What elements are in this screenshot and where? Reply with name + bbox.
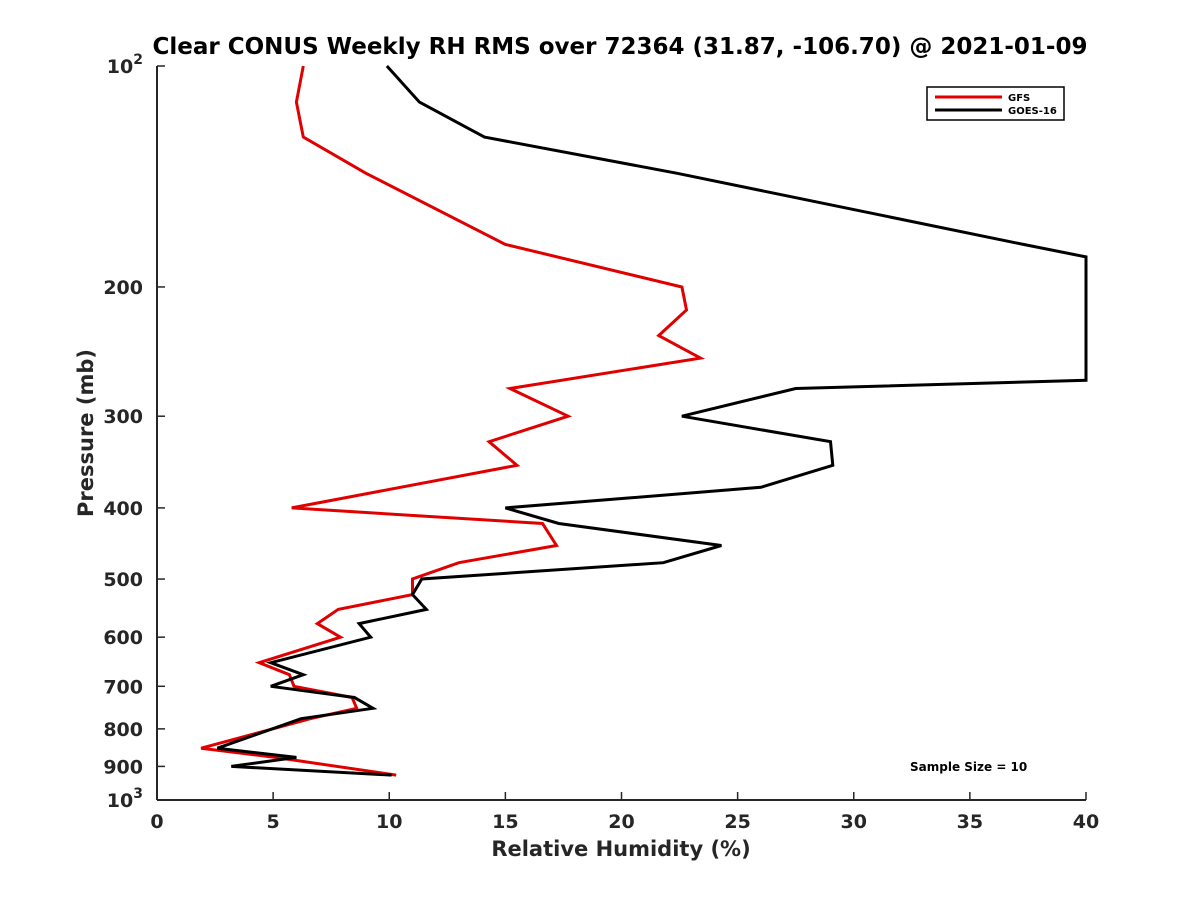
y-tick-label: 200 (103, 277, 143, 299)
x-tick-label: 35 (957, 811, 983, 833)
y-axis-label: Pressure (mb) (74, 349, 98, 517)
x-tick-label: 30 (841, 811, 867, 833)
y-tick-label: 900 (103, 756, 143, 778)
x-tick-label: 15 (492, 811, 518, 833)
y-tick-label: 300 (103, 406, 143, 428)
series-group (200, 64, 1088, 777)
legend: GFS GOES-16 (926, 86, 1065, 121)
y-tick-label: 600 (103, 627, 143, 649)
y-tick-label: 800 (103, 719, 143, 741)
x-tick-label: 10 (376, 811, 402, 833)
x-tick-label: 5 (267, 811, 280, 833)
series-line-goes-16 (216, 64, 1088, 777)
y-tick-label: 700 (103, 676, 143, 698)
y-axis-ticks: 102 200 300 400 500 600 700 800 900 103 (103, 52, 165, 812)
x-tick-label: 25 (724, 811, 750, 833)
chart-title: Clear CONUS Weekly RH RMS over 72364 (31… (153, 34, 1088, 60)
y-tick-label: 103 (107, 786, 143, 812)
x-axis-ticks: 0 5 10 15 20 25 30 35 40 (150, 792, 1099, 833)
legend-label-goes-16: GOES-16 (1008, 106, 1057, 117)
x-axis-label: Relative Humidity (%) (491, 837, 750, 861)
sample-size-annotation: Sample Size = 10 (910, 760, 1027, 774)
x-tick-label: 20 (608, 811, 634, 833)
legend-box (926, 86, 1065, 121)
y-tick-label: 500 (103, 569, 143, 591)
x-tick-label: 40 (1073, 811, 1099, 833)
legend-label-gfs: GFS (1008, 93, 1030, 104)
y-tick-label: 102 (107, 52, 143, 78)
y-tick-label: 400 (103, 498, 143, 520)
x-tick-label: 0 (150, 811, 163, 833)
